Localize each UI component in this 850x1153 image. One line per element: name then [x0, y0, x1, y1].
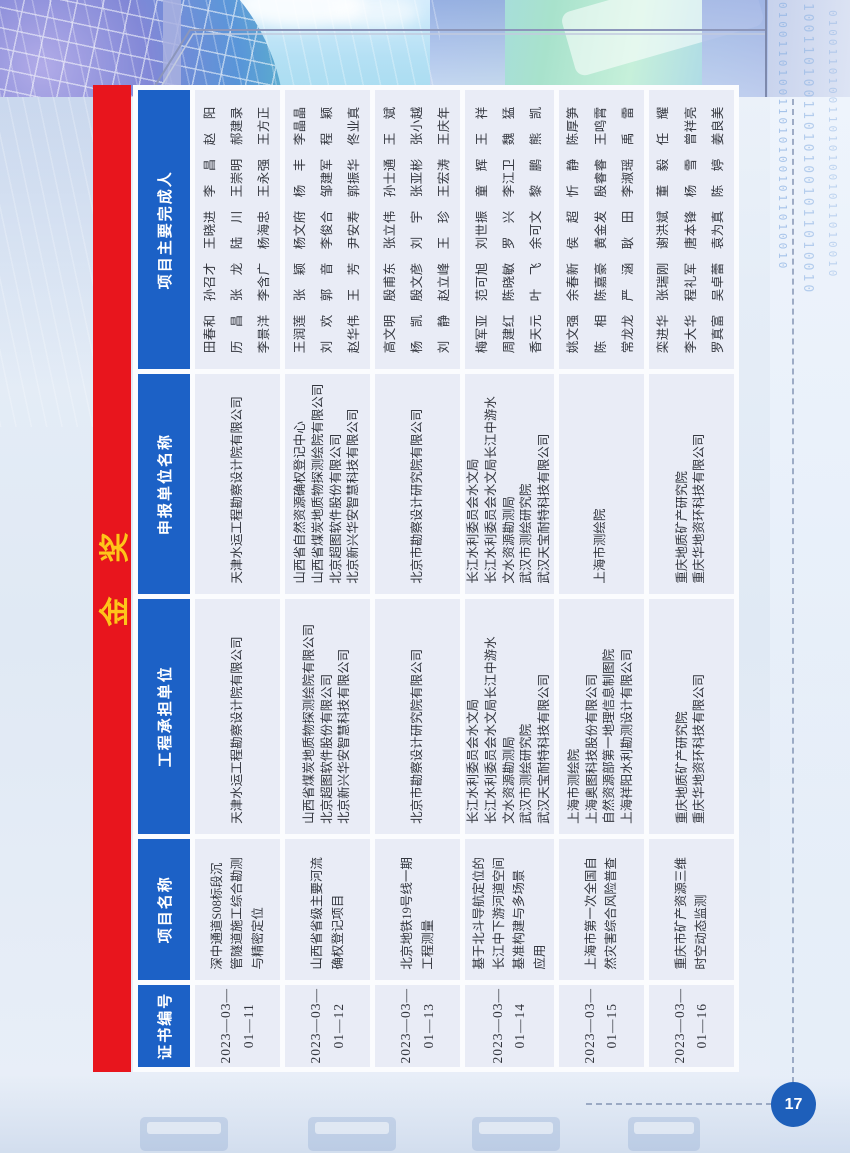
- table-row: 2023—03— 01—11 深中通道S08标段沉 管隧道施工综合勘测 与精密定…: [195, 90, 280, 1067]
- completers-list: 栾进华 张瑞刚 谢洪斌 董 毅 任 耀 李大华 程礼军 唐本锋 杨 雪 曾祥亮 …: [648, 90, 734, 370]
- contractor-units: 重庆地质矿产研究院 重庆华地资环科技有限公司: [648, 598, 734, 834]
- col-header-contractor: 工程承担单位: [138, 598, 190, 834]
- project-name: 山西省省级主要河流 确权登记项目: [285, 838, 370, 980]
- device-reflection-art: [472, 1117, 560, 1151]
- table-row: 2023—03— 01—12 山西省省级主要河流 确权登记项目 山西省煤炭地质物…: [285, 90, 370, 1067]
- device-reflection-art: [308, 1117, 396, 1151]
- contractor-units: 北京市勘察设计研究院有限公司: [375, 598, 460, 834]
- right-margin: [770, 97, 850, 1153]
- award-title-bar: 金 奖: [93, 85, 132, 1072]
- col-header-project-name: 项目名称: [138, 838, 190, 980]
- table-row: 2023—03— 01—15 上海市第一次全国自 然灾害综合风险普查 上海市测绘…: [558, 90, 644, 1067]
- binary-digits-art: 0100110100110101001011010010: [826, 10, 839, 280]
- project-name: 北京地铁19号线一期 工程测量: [375, 838, 460, 980]
- cert-number: 2023—03— 01—14: [465, 984, 554, 1067]
- top-banner-art: [0, 0, 850, 97]
- table-row: 2023—03— 01—16 重庆市矿产资源三维 时空动态监测 重庆地质矿产研究…: [648, 90, 734, 1067]
- table-row: 2023—03— 01—14 基于北斗导航定位的 长江中下游河道空间 基准构建与…: [465, 90, 554, 1067]
- contractor-units: 山西省煤炭地质物探测绘院有限公司 北京超图软件股份有限公司 北京新兴华安智慧科技…: [285, 598, 370, 834]
- project-name: 深中通道S08标段沉 管隧道施工综合勘测 与精密定位: [195, 838, 280, 980]
- applicant-units: 北京市勘察设计研究院有限公司: [375, 374, 460, 594]
- header-row: 证书编号 项目名称 工程承担单位 申报单位名称 项目主要完成人: [138, 90, 190, 1067]
- collage-strip-right: [702, 0, 768, 97]
- award-title: 金 奖: [99, 530, 132, 627]
- grid-lines-art: [0, 0, 440, 97]
- device-reflection-art: [140, 1117, 228, 1151]
- table-row: 2023—03— 01—13 北京地铁19号线一期 工程测量 北京市勘察设计研究…: [375, 90, 460, 1067]
- contractor-units: 天津水运工程勘察设计院有限公司: [195, 598, 280, 834]
- cert-number: 2023—03— 01—12: [285, 984, 370, 1067]
- applicant-units: 长江水利委员会水文局 长江水利委员会水文局长江中游水 文水资源勘测局 武汉市测绘…: [465, 374, 554, 594]
- device-reflection-art: [628, 1117, 700, 1151]
- cert-number: 2023—03— 01—16: [648, 984, 734, 1067]
- cloud-art: [330, 0, 420, 29]
- project-name: 重庆市矿产资源三维 时空动态监测: [648, 838, 734, 980]
- completers-list: 王润莲 张 颖 杨文府 杨 丰 李晶晶 刘 欢 郭 音 李俊合 邹建军 程 颖 …: [285, 90, 370, 370]
- completers-list: 梅军亚 范可旭 刘世振 童 辉 王 祥 周建红 陈晓敏 罗 兴 李江卫 魏 猛 …: [465, 90, 554, 370]
- page-number-badge: 17: [771, 1082, 816, 1127]
- project-name: 基于北斗导航定位的 长江中下游河道空间 基准构建与多场景 应用: [465, 838, 554, 980]
- completers-list: 高文明 殷甫东 张立伟 孙士通 王 斌 杨 凯 殷文彦 刘 宇 张亚彬 张小越 …: [375, 90, 460, 370]
- globe-art: [0, 0, 285, 97]
- dashed-rule-horizontal: [586, 1103, 772, 1105]
- contractor-units: 上海市测绘院 上海奥图科技股份有限公司 自然资源部第一地理信息制图院 上海祥阳水…: [558, 598, 644, 834]
- applicant-units: 山西省自然资源确权登记中心 山西省煤炭地质物探测绘院有限公司 北京超图软件股份有…: [285, 374, 370, 594]
- applicant-units: 天津水运工程勘察设计院有限公司: [195, 374, 280, 594]
- collage-strip-left: [430, 0, 505, 97]
- lavender-band: [163, 0, 181, 97]
- award-table: 证书编号 项目名称 工程承担单位 申报单位名称 项目主要完成人 2023—03—…: [133, 85, 739, 1072]
- col-header-applicant: 申报单位名称: [138, 374, 190, 594]
- project-name: 上海市第一次全国自 然灾害综合风险普查: [558, 838, 644, 980]
- cert-number: 2023—03— 01—11: [195, 984, 280, 1067]
- completers-list: 田春和 孙召才 王晓进 李 昌 赵 阳 历 昌 张 龙 陆 川 王崇明 郝建录 …: [195, 90, 280, 370]
- bottom-fade-art: [0, 1075, 850, 1153]
- cert-number: 2023—03— 01—13: [375, 984, 460, 1067]
- rotated-table-zone: 金 奖 证书编号 项目名称 工程承担单位 申报单位名称 项目主要完成人: [93, 85, 739, 1072]
- cert-number: 2023—03— 01—15: [558, 984, 644, 1067]
- dashed-rule-vertical: [792, 99, 794, 1083]
- rotated-content: 金 奖 证书编号 项目名称 工程承担单位 申报单位名称 项目主要完成人: [93, 85, 739, 1072]
- binary-digits-art: 0100110100110101001011010010: [776, 2, 789, 272]
- col-header-completers: 项目主要完成人: [138, 90, 190, 370]
- completers-list: 姚文强 余春新 侯 超 忻 静 陈厚笋 陈 相 陈嘉豪 黄金发 殷睿睿 王鸣霄 …: [558, 90, 644, 370]
- faded-grid-art: [0, 97, 105, 427]
- banner-line-art: [147, 0, 767, 97]
- applicant-units: 重庆地质矿产研究院 重庆华地资环科技有限公司: [648, 374, 734, 594]
- applicant-units: 上海市测绘院: [558, 374, 644, 594]
- binary-digits-art: 0100110100110101001011010010: [800, 0, 815, 296]
- col-header-cert-number: 证书编号: [138, 984, 190, 1067]
- contractor-units: 长江水利委员会水文局 长江水利委员会水文局长江中游水 文水资源勘测局 武汉市测绘…: [465, 598, 554, 834]
